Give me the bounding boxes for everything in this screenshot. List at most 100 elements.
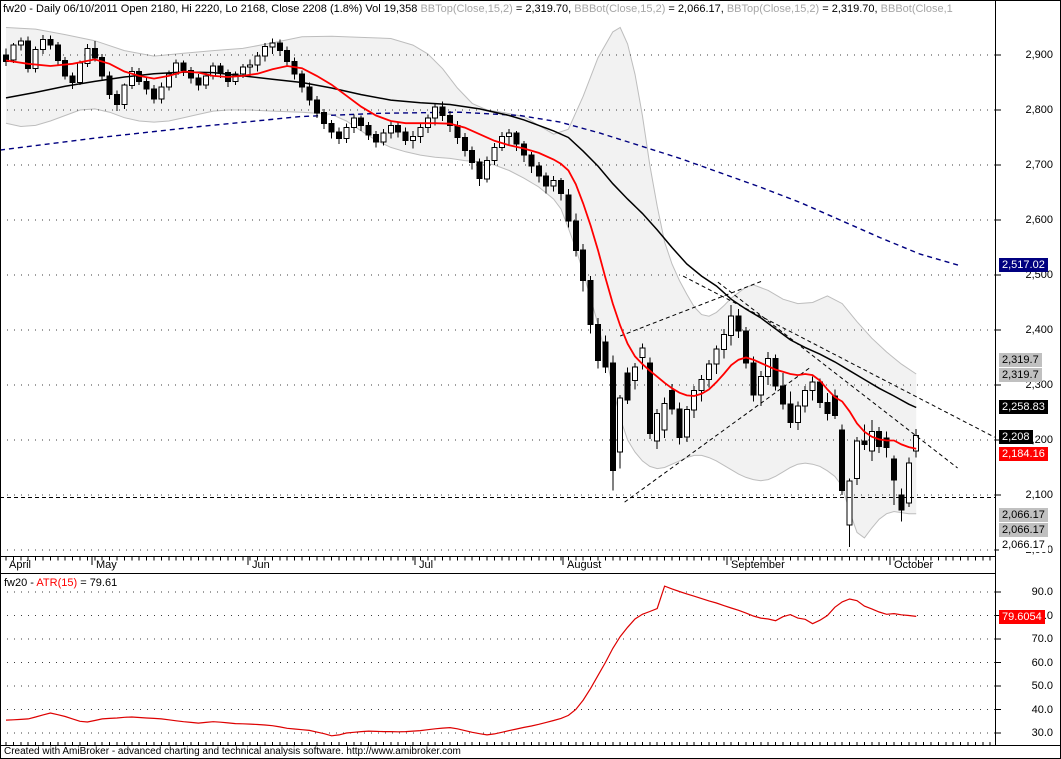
candle-up [254,55,261,66]
candle-up [380,132,387,143]
candle-up [706,363,712,381]
candle-down [69,75,76,84]
candle-up [40,39,46,50]
candle-up [802,390,809,407]
candle-up [757,376,764,396]
candle-up [639,347,646,359]
atr-title-value: = 79.61 [77,577,118,589]
candle-down [513,132,520,145]
candle-down [284,50,291,63]
candle-up [239,66,246,75]
candle-down [217,65,224,74]
candle-down [151,88,157,100]
candle-down [587,280,594,325]
candle-down [276,42,283,52]
atr-line-group [5,585,917,737]
trendline [624,367,810,503]
candle-up [683,409,690,438]
candle-down [476,161,483,180]
candle-down [439,106,446,116]
month-label: April [9,559,32,571]
candle-down [461,137,468,152]
candle-down [306,86,313,101]
candle-down [528,154,535,167]
title-indicators: BBTop(Close,15,2) = 2,319.70, BBBot(Clos… [420,3,952,15]
candle-down [328,123,335,133]
candle-down [299,73,305,88]
candle-down [358,117,365,126]
candle-up [491,146,498,162]
price-value-box: 2,319.7 [999,353,1042,367]
gridlines [0,54,995,734]
month-label: August [567,559,602,571]
title-indicator-name: BBTop(Close,15,2) [420,3,513,15]
candle-down [824,402,831,415]
candle-up [550,179,557,187]
price-value-box: 2,066.17 [999,538,1048,552]
candle-up [165,73,172,88]
atr-axis-label: 50.0 [1031,680,1053,692]
title-indicator-name: BBBot(Close,15,2) [574,3,666,15]
candle-down [624,372,631,401]
candle-up [121,84,128,105]
atr-axis-label: 90.0 [1031,586,1053,598]
candle-down [669,390,675,410]
candle-up [269,42,276,48]
candle-down [580,249,587,281]
candle-up [913,435,920,452]
price-value-box: 2,184.16 [999,447,1048,461]
price-value-box: 2,208 [999,430,1033,444]
month-label: Jul [419,559,434,571]
candle-up [484,160,490,180]
candle-up [32,49,39,70]
price-axis-label: 2,100 [1025,489,1053,501]
candle-down [47,39,54,46]
candle-up [417,127,424,137]
candle-down [454,124,461,139]
trendline [682,275,995,438]
candle-down [180,62,187,71]
candle-up [846,480,853,526]
price-axis-label: 2,900 [1025,49,1053,61]
ma-slow-line [5,71,917,409]
candle-up [77,62,83,83]
candle-up [713,348,720,365]
candle-down [99,57,106,77]
candle-up [202,75,209,86]
ma-200-dashed [0,111,959,266]
price-axis-label: 2,600 [1025,214,1053,226]
candle-up [210,65,217,77]
candle-up [654,413,661,442]
candle-down [565,194,572,222]
chart-title-bar: fw20 - Daily 06/10/2011 Open 2180, Hi 22… [3,3,1059,19]
candle-up [410,135,416,141]
price-axis-label: 2,700 [1025,159,1053,171]
atr-title-symbol: fw20 - [4,577,37,589]
title-indicator-name: BBTop(Close,15,2) [726,3,820,15]
candle-up [905,462,912,504]
bollinger-bands [5,26,917,539]
candle-up [432,106,439,119]
candle-up [128,71,135,86]
candle-down [365,124,372,136]
candle-up [343,127,350,140]
atr-axis-label: 70.0 [1031,633,1053,645]
month-label: May [96,559,117,571]
candle-up [854,440,860,480]
price-value-box: 2,066.17 [999,508,1048,522]
candle-down [114,94,120,105]
trendline [620,280,763,337]
candle-down [321,112,328,125]
candle-down [91,47,98,59]
candle-down [469,150,476,163]
title-indicator-name: BBBot(Close,1 [880,3,953,15]
price-axis-label: 2,800 [1025,104,1053,116]
price-value-box: 2,258.83 [999,400,1048,414]
candle-up [350,117,357,128]
footer-credit: Created with AmiBroker - advanced charti… [4,746,461,757]
chart-title-main: fw20 - Daily 06/10/2011 Open 2180, Hi 22… [3,3,421,15]
atr-axis-label: 30.0 [1031,727,1053,739]
price-value-box: 2,319.7 [999,368,1042,382]
atr-axis-label: 40.0 [1031,704,1053,716]
